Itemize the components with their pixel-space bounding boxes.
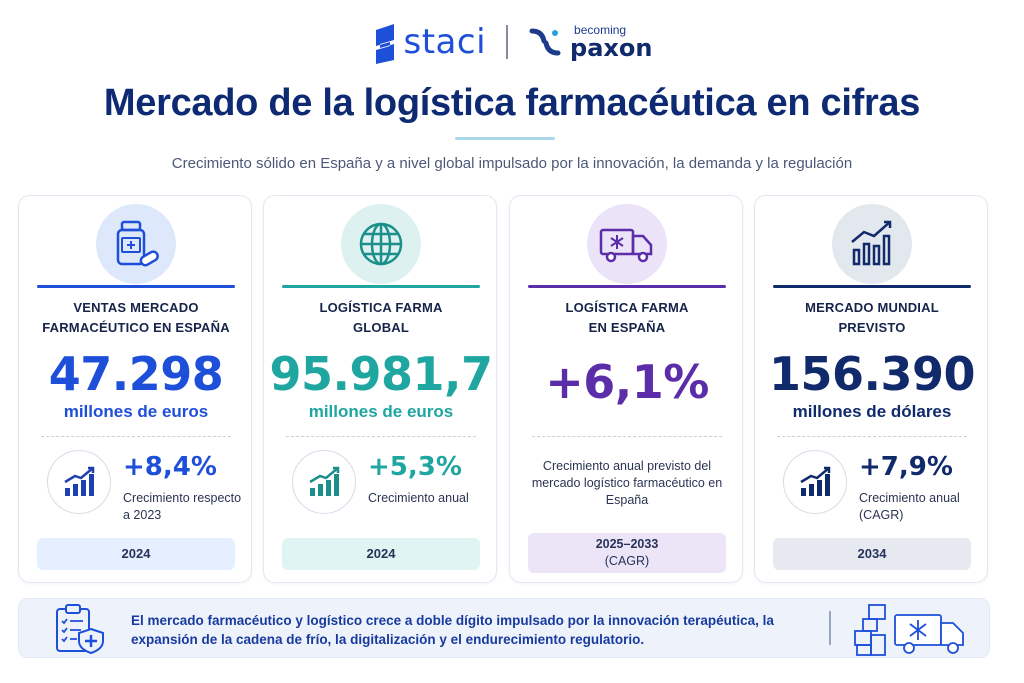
- card-unit: millones de euros: [63, 402, 209, 421]
- growth-badge: [292, 450, 356, 514]
- growth-value: +7,9%: [859, 452, 953, 482]
- icon-circle: [587, 204, 667, 284]
- growth-value: +5,3%: [368, 452, 462, 482]
- bar-chart-up-icon: [851, 220, 892, 266]
- paxon-logo: becoming paxon: [528, 24, 652, 60]
- clipboard-shield-icon: [56, 604, 104, 655]
- year-pill: 2034: [773, 538, 971, 570]
- year-pill: 2024: [282, 538, 480, 570]
- refrigerated-truck-icon: [599, 228, 653, 263]
- card-description: Crecimiento anual previsto del mercado l…: [531, 459, 723, 507]
- title-underline: [455, 137, 555, 140]
- icon-circle: [832, 204, 912, 284]
- staci-mark-icon: [375, 24, 394, 64]
- becoming-text: becoming: [574, 23, 627, 37]
- card-value: 95.981,7: [269, 347, 494, 401]
- card-value: 47.298: [48, 347, 224, 401]
- growth-badge: [47, 450, 111, 514]
- dotted-divider: [532, 436, 722, 437]
- page-subtitle: Crecimiento sólido en España y a nivel g…: [171, 155, 853, 172]
- card-accent-rule: [282, 285, 480, 288]
- growth-chart-icon: [64, 466, 95, 496]
- card-accent-rule: [773, 285, 971, 288]
- year-pill: 2024: [37, 538, 235, 570]
- dotted-divider: [41, 436, 231, 437]
- summary-message: El mercado farmacéutico y logístico crec…: [131, 613, 774, 647]
- period-pill: 2025–2033 (CAGR): [528, 533, 726, 573]
- card-title: LOGÍSTICA FARMA EN ESPAÑA: [565, 300, 689, 335]
- growth-value: +8,4%: [123, 452, 217, 482]
- icon-circle: [341, 204, 421, 284]
- growth-badge: [783, 450, 847, 514]
- period-label: 2025–2033: [595, 537, 659, 551]
- banner-divider: [829, 611, 831, 645]
- card-accent-rule: [37, 285, 235, 288]
- growth-chart-icon: [800, 466, 831, 496]
- stat-card-logistica-espana: LOGÍSTICA FARMA EN ESPAÑA +6,1% Crecimien…: [509, 195, 743, 583]
- brand-bar: staci becoming paxon: [0, 14, 1024, 70]
- period-note: (CAGR): [604, 554, 650, 568]
- card-value: 156.390: [768, 347, 976, 401]
- stat-card-mercado-mundial: MERCADO MUNDIAL PREVISTO 156.390 millones…: [754, 195, 988, 583]
- card-title: LOGÍSTICA FARMA GLOBAL: [319, 300, 443, 335]
- summary-banner: El mercado farmacéutico y logístico crec…: [18, 598, 990, 658]
- growth-description: Crecimiento anual: [368, 491, 469, 505]
- icon-circle: [96, 204, 176, 284]
- card-title: MERCADO MUNDIAL PREVISTO: [805, 300, 939, 335]
- cold-chain-truck-icon: [854, 604, 964, 656]
- dotted-divider: [777, 436, 967, 437]
- staci-wordmark: staci: [403, 22, 487, 62]
- staci-logo: staci: [372, 20, 487, 64]
- paxon-wordmark: paxon: [570, 34, 653, 62]
- dotted-divider: [286, 436, 476, 437]
- card-unit: millones de euros: [308, 402, 454, 421]
- globe-icon: [359, 222, 403, 266]
- logo-divider: [506, 25, 509, 59]
- medicine-bottle-icon: [116, 220, 159, 267]
- card-title: VENTAS MERCADO FARMACÉUTICO EN ESPAÑA: [42, 300, 230, 335]
- page-title: Mercado de la logística farmacéutica en …: [103, 82, 921, 124]
- paxon-mark-icon: [529, 28, 561, 56]
- stat-card-ventas: VENTAS MERCADO FARMACÉUTICO EN ESPAÑA 47.…: [18, 195, 252, 583]
- growth-chart-icon: [309, 466, 340, 496]
- card-unit: millones de dólares: [792, 402, 952, 421]
- growth-description: Crecimiento anual (CAGR): [859, 491, 960, 522]
- card-accent-rule: [528, 285, 726, 288]
- card-value: +6,1%: [545, 355, 709, 409]
- stat-card-logistica-global: LOGÍSTICA FARMA GLOBAL 95.981,7 millones …: [263, 195, 497, 583]
- growth-description: Crecimiento respecto a 2023: [123, 491, 242, 522]
